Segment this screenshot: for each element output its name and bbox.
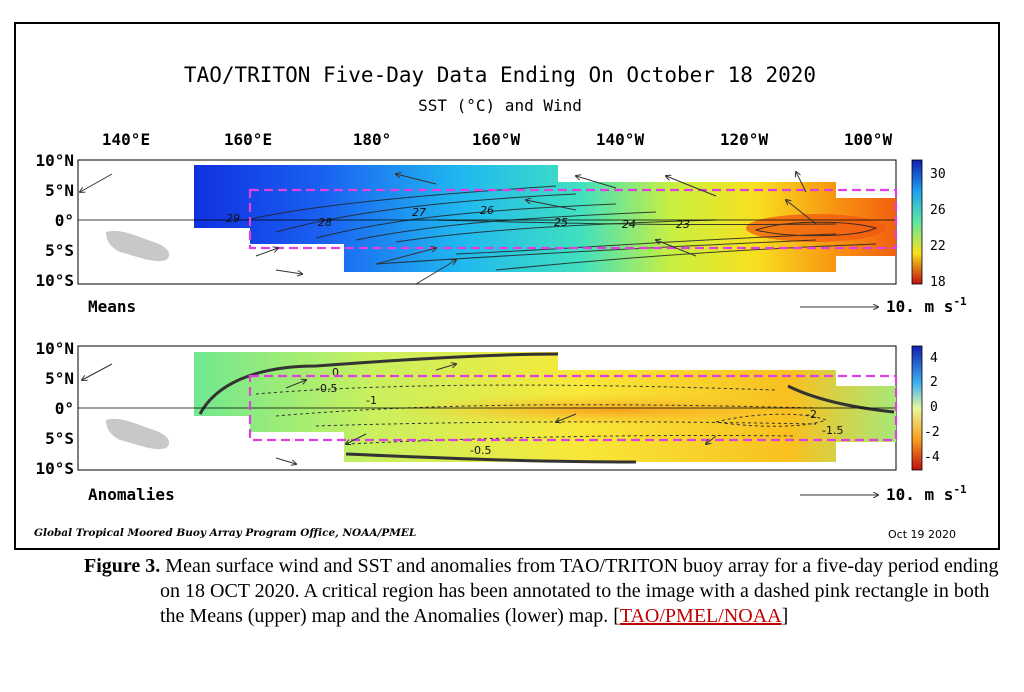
contour-label: -2 — [806, 408, 817, 421]
anomalies-panel: 0 -0.5 -1 -0.5 -2 -1.5 10°N 5°N 0° 5°S 1… — [35, 339, 967, 504]
anomalies-panel-label: Anomalies — [88, 485, 175, 504]
tao-triton-figure: TAO/TRITON Five-Day Data Ending On Octob… — [34, 63, 967, 541]
figure-caption: Figure 3. Mean surface wind and SST and … — [84, 554, 1004, 629]
colorbar-tick: 18 — [930, 275, 946, 290]
lat-label: 10°S — [35, 459, 74, 478]
lon-label: 160°W — [472, 130, 521, 149]
anomalies-colorbar — [911, 345, 923, 471]
reference-value: 10. m s — [886, 485, 953, 504]
contour-label: 0 — [332, 366, 339, 379]
contour-label: 29 — [226, 212, 240, 225]
lat-label: 0° — [55, 399, 74, 418]
figure-footer-date: Oct 19 2020 — [888, 528, 956, 541]
lon-label: 140°W — [596, 130, 645, 149]
lon-label: 100°W — [844, 130, 893, 149]
figure-footer-credit: Global Tropical Moored Buoy Array Progra… — [34, 527, 416, 539]
caption-source-link[interactable]: TAO/PMEL/NOAA — [619, 605, 782, 627]
figure-frame: TAO/TRITON Five-Day Data Ending On Octob… — [14, 22, 1000, 550]
means-warm-core — [746, 214, 886, 242]
anomalies-reference-label: 10. m s-1 — [886, 483, 967, 504]
anomalies-contour-labels: 0 -0.5 -1 -0.5 -2 -1.5 — [316, 366, 843, 457]
lon-label: 180° — [353, 130, 392, 149]
means-land-new-guinea — [106, 230, 170, 262]
reference-exponent: -1 — [953, 295, 967, 308]
caption-text-end: ] — [781, 605, 789, 627]
means-latitude-labels: 10°N 5°N 0° 5°S 10°S — [35, 151, 74, 290]
means-panel: 29 28 27 26 25 24 23 — [35, 151, 967, 316]
means-panel-label: Means — [88, 297, 136, 316]
anomalies-warm-core — [386, 394, 846, 426]
means-sst-field — [194, 165, 896, 272]
colorbar-tick: 22 — [930, 239, 946, 254]
anomalies-contours — [255, 384, 828, 445]
contour-label: 23 — [676, 218, 690, 231]
means-critical-region-box — [248, 188, 898, 250]
longitude-labels: 140°E 160°E 180° 160°W 140°W 120°W 100°W — [102, 130, 893, 149]
colorbar-tick: 30 — [930, 167, 946, 182]
reference-value: 10. m s — [886, 297, 953, 316]
lat-label: 0° — [55, 211, 74, 230]
lat-label: 5°S — [45, 429, 74, 448]
contour-label: -1 — [366, 394, 377, 407]
caption-text: Mean surface wind and SST and anomalies … — [160, 555, 999, 627]
contour-label: 28 — [318, 216, 332, 229]
means-colorbar — [911, 159, 923, 285]
anomalies-colorbar-ticks: 4 2 0 -2 -4 — [924, 351, 940, 465]
colorbar-tick: -4 — [924, 450, 940, 465]
lat-label: 10°N — [35, 151, 74, 170]
means-wind-vectors — [80, 172, 817, 285]
means-contour-labels: 29 28 27 26 25 24 23 — [226, 204, 690, 231]
colorbar-tick: -2 — [924, 425, 940, 440]
colorbar-tick: 0 — [930, 400, 938, 415]
anomalies-wind-vectors — [82, 364, 717, 464]
contour-label: -1.5 — [822, 424, 843, 437]
anomalies-latitude-labels: 10°N 5°N 0° 5°S 10°S — [35, 339, 74, 478]
contour-label: 26 — [480, 204, 494, 217]
means-contours — [245, 185, 878, 271]
lon-label: 140°E — [102, 130, 150, 149]
contour-label: 27 — [412, 206, 426, 219]
anomalies-zero-contours — [198, 352, 895, 464]
reference-exponent: -1 — [953, 483, 967, 496]
means-reference-label: 10. m s-1 — [886, 295, 967, 316]
lat-label: 5°N — [45, 181, 74, 200]
lat-label: 10°N — [35, 339, 74, 358]
anomalies-critical-region-box — [248, 374, 898, 442]
caption-label: Figure 3. — [84, 555, 161, 577]
lat-label: 5°N — [45, 369, 74, 388]
contour-label: -0.5 — [470, 444, 491, 457]
contour-label: 25 — [554, 216, 568, 229]
lat-label: 5°S — [45, 241, 74, 260]
anomalies-land-new-guinea — [106, 418, 170, 450]
lat-label: 10°S — [35, 271, 74, 290]
figure-title: TAO/TRITON Five-Day Data Ending On Octob… — [184, 63, 816, 87]
lon-label: 120°W — [720, 130, 769, 149]
figure-subtitle: SST (°C) and Wind — [418, 96, 582, 115]
colorbar-tick: 4 — [930, 351, 938, 366]
lon-label: 160°E — [224, 130, 272, 149]
means-colorbar-ticks: 30 26 22 18 — [930, 167, 946, 290]
contour-label: 24 — [622, 218, 636, 231]
colorbar-tick: 26 — [930, 203, 946, 218]
colorbar-tick: 2 — [930, 375, 938, 390]
contour-label: -0.5 — [316, 382, 337, 395]
